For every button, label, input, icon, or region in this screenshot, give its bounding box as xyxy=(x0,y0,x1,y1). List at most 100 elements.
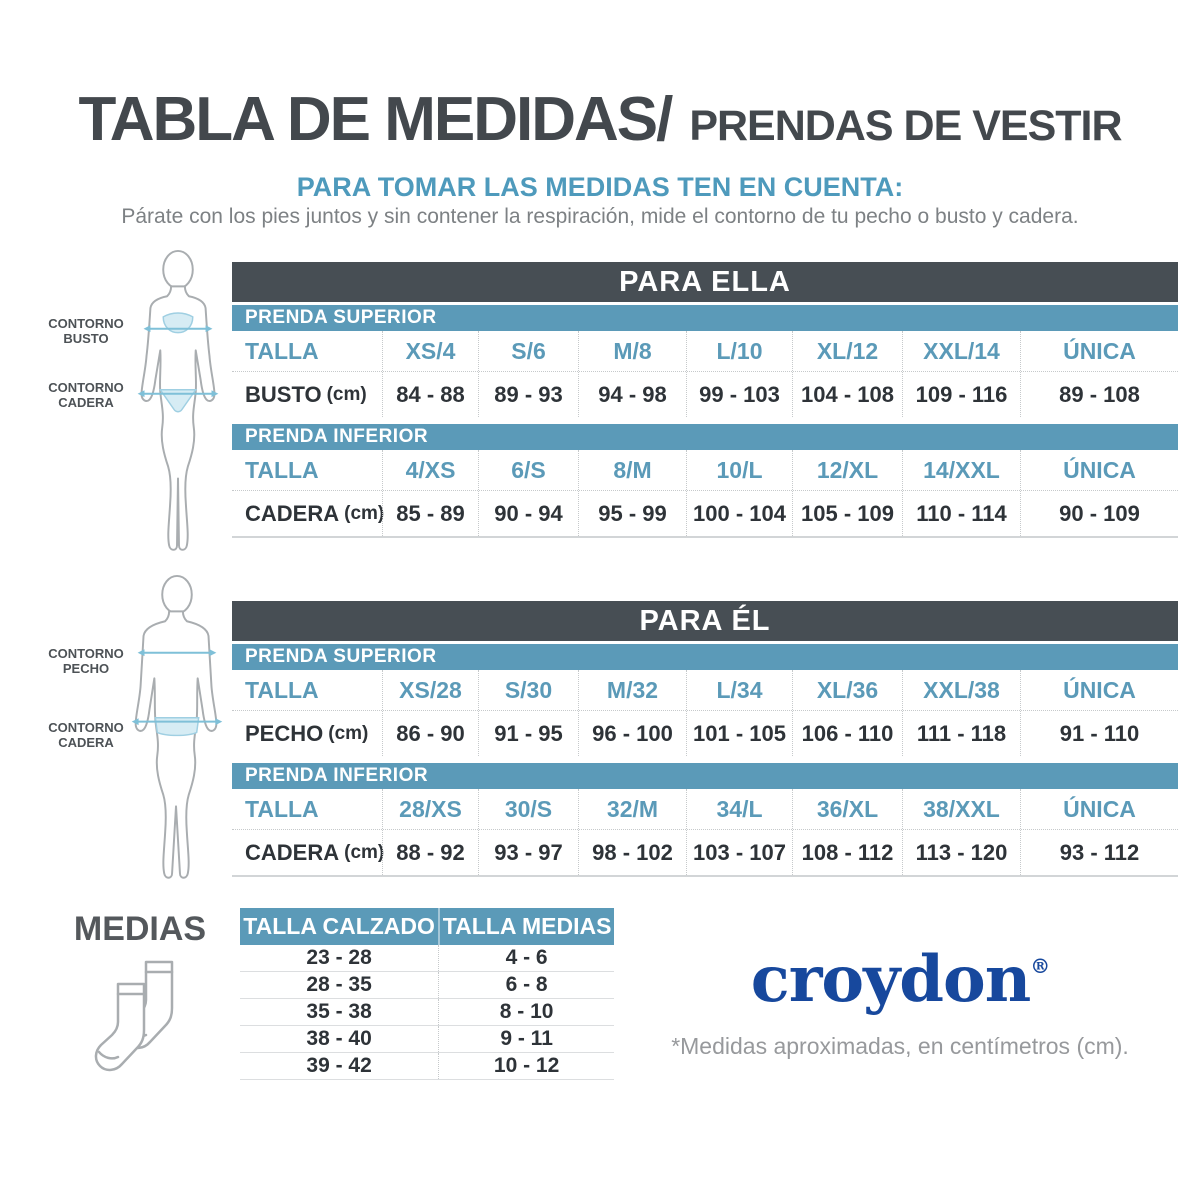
label-contorno-busto: CONTORNO BUSTO xyxy=(48,316,124,346)
section-label: PRENDA INFERIOR xyxy=(232,424,1178,450)
value-cell: 96 - 100 xyxy=(578,711,686,756)
size-cell: XL/36 xyxy=(792,670,902,710)
size-col-label: TALLA xyxy=(245,456,319,483)
medias-col-calzado: TALLA CALZADO xyxy=(243,913,435,939)
medias-size-table: TALLA CALZADO TALLA MEDIAS 23 - 28 4 - 6… xyxy=(240,908,614,1080)
value-cell: 91 - 95 xyxy=(478,711,578,756)
section-prenda-superior-el: PRENDA SUPERIOR TALLA XS/28 S/30 M/32 L/… xyxy=(232,644,1178,756)
section-label: PRENDA SUPERIOR xyxy=(232,305,1178,331)
section-label: PRENDA SUPERIOR xyxy=(232,644,1178,670)
size-header-row: TALLA 28/XS 30/S 32/M 34/L 36/XL 38/XXL … xyxy=(232,789,1178,830)
value-cell: 98 - 102 xyxy=(578,830,686,875)
medias-row: 39 - 42 10 - 12 xyxy=(240,1053,614,1080)
size-cell: 12/XL xyxy=(792,450,902,490)
value-cell: 84 - 88 xyxy=(382,372,478,417)
page-title-main: TABLA DE MEDIDAS/ xyxy=(78,85,673,154)
size-cell: S/6 xyxy=(478,331,578,371)
value-cell: 91 - 110 xyxy=(1020,711,1178,756)
size-cell: XS/28 xyxy=(382,670,478,710)
value-cell: 95 - 99 xyxy=(578,491,686,536)
medias-row: 28 - 35 6 - 8 xyxy=(240,972,614,999)
value-cell: 93 - 97 xyxy=(478,830,578,875)
section-prenda-superior-ella: PRENDA SUPERIOR TALLA XS/4 S/6 M/8 L/10 … xyxy=(232,305,1178,417)
medias-table-header: TALLA CALZADO TALLA MEDIAS xyxy=(240,908,614,945)
size-cell: M/32 xyxy=(578,670,686,710)
size-cell: ÚNICA xyxy=(1020,789,1178,829)
value-cell: 108 - 112 xyxy=(792,830,902,875)
size-cell: XL/12 xyxy=(792,331,902,371)
socks-icon xyxy=(94,960,174,1072)
value-cell: 89 - 93 xyxy=(478,372,578,417)
size-cell: XS/4 xyxy=(382,331,478,371)
size-cell: L/10 xyxy=(686,331,792,371)
measure-row: CADERA (cm) 85 - 89 90 - 94 95 - 99 100 -… xyxy=(232,491,1178,538)
measuring-instructions-text: Párate con los pies juntos y sin contene… xyxy=(121,205,1079,228)
value-cell: 106 - 110 xyxy=(792,711,902,756)
size-cell: 38/XXL xyxy=(902,789,1020,829)
label-contorno-cadera-female: CONTORNO CADERA xyxy=(48,380,124,410)
page-title-sub: PRENDAS DE VESTIR xyxy=(689,102,1122,150)
medias-row: 35 - 38 8 - 10 xyxy=(240,999,614,1026)
value-cell: 104 - 108 xyxy=(792,372,902,417)
value-cell: 103 - 107 xyxy=(686,830,792,875)
size-table-para-el: PARA ÉL PRENDA SUPERIOR TALLA XS/28 S/30… xyxy=(232,601,1178,877)
size-cell: 10/L xyxy=(686,450,792,490)
brand-block: croydon® *Medidas aproximadas, en centím… xyxy=(660,942,1140,1060)
size-cell: 14/XXL xyxy=(902,450,1020,490)
page-title: TABLA DE MEDIDAS/ PRENDAS DE VESTIR xyxy=(0,84,1200,155)
size-table-para-ella: PARA ELLA PRENDA SUPERIOR TALLA XS/4 S/6… xyxy=(232,262,1178,538)
section-prenda-inferior-ella: PRENDA INFERIOR TALLA 4/XS 6/S 8/M 10/L … xyxy=(232,424,1178,538)
female-body-figure xyxy=(137,249,219,551)
value-cell: 99 - 103 xyxy=(686,372,792,417)
size-cell: 36/XL xyxy=(792,789,902,829)
size-cell: 30/S xyxy=(478,789,578,829)
male-body-figure xyxy=(131,574,223,879)
size-cell: 34/L xyxy=(686,789,792,829)
measure-label: CADERA (cm) xyxy=(245,500,385,526)
value-cell: 89 - 108 xyxy=(1020,372,1178,417)
measure-label: PECHO (cm) xyxy=(245,720,369,746)
value-cell: 86 - 90 xyxy=(382,711,478,756)
label-contorno-pecho: CONTORNO PECHO xyxy=(48,646,124,676)
size-cell: ÚNICA xyxy=(1020,450,1178,490)
measure-label: CADERA (cm) xyxy=(245,839,385,865)
size-col-label: TALLA xyxy=(245,795,319,822)
table-title-para-ella: PARA ELLA xyxy=(232,262,1178,302)
value-cell: 111 - 118 xyxy=(902,711,1020,756)
panties-shape xyxy=(158,389,198,413)
medias-col-medias: TALLA MEDIAS xyxy=(438,908,614,945)
measure-row: BUSTO (cm) 84 - 88 89 - 93 94 - 98 99 - 1… xyxy=(232,372,1178,417)
brand-logo: croydon® xyxy=(750,942,1051,1017)
value-cell: 85 - 89 xyxy=(382,491,478,536)
value-cell: 90 - 94 xyxy=(478,491,578,536)
value-cell: 94 - 98 xyxy=(578,372,686,417)
size-cell: 6/S xyxy=(478,450,578,490)
size-header-row: TALLA XS/28 S/30 M/32 L/34 XL/36 XXL/38 … xyxy=(232,670,1178,711)
value-cell: 105 - 109 xyxy=(792,491,902,536)
table-title-para-el: PARA ÉL xyxy=(232,601,1178,641)
value-cell: 109 - 116 xyxy=(902,372,1020,417)
registered-mark: ® xyxy=(1030,954,1050,978)
section-label: PRENDA INFERIOR xyxy=(232,763,1178,789)
size-cell: XXL/14 xyxy=(902,331,1020,371)
size-col-label: TALLA xyxy=(245,337,319,364)
size-cell: L/34 xyxy=(686,670,792,710)
value-cell: 93 - 112 xyxy=(1020,830,1178,875)
size-col-label: TALLA xyxy=(245,676,319,703)
size-cell: 32/M xyxy=(578,789,686,829)
size-header-row: TALLA XS/4 S/6 M/8 L/10 XL/12 XXL/14 ÚNI… xyxy=(232,331,1178,372)
label-contorno-cadera-male: CONTORNO CADERA xyxy=(48,720,124,750)
value-cell: 100 - 104 xyxy=(686,491,792,536)
size-cell: M/8 xyxy=(578,331,686,371)
measure-row: PECHO (cm) 86 - 90 91 - 95 96 - 100 101 -… xyxy=(232,711,1178,756)
medias-heading: MEDIAS xyxy=(73,910,207,948)
medias-row: 23 - 28 4 - 6 xyxy=(240,945,614,972)
size-cell: ÚNICA xyxy=(1020,331,1178,371)
value-cell: 113 - 120 xyxy=(902,830,1020,875)
measure-row: CADERA (cm) 88 - 92 93 - 97 98 - 102 103 … xyxy=(232,830,1178,877)
size-cell: 4/XS xyxy=(382,450,478,490)
value-cell: 90 - 109 xyxy=(1020,491,1178,536)
size-cell: 8/M xyxy=(578,450,686,490)
size-cell: S/30 xyxy=(478,670,578,710)
section-prenda-inferior-el: PRENDA INFERIOR TALLA 28/XS 30/S 32/M 34… xyxy=(232,763,1178,877)
